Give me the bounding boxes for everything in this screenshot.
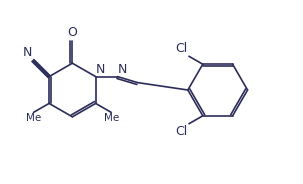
Text: O: O — [68, 26, 77, 39]
Text: N: N — [118, 63, 128, 76]
Text: N: N — [96, 63, 105, 76]
Text: Me: Me — [104, 113, 119, 123]
Text: Cl: Cl — [176, 42, 188, 55]
Text: Me: Me — [26, 113, 41, 123]
Text: Cl: Cl — [176, 125, 188, 138]
Text: N: N — [22, 47, 32, 59]
